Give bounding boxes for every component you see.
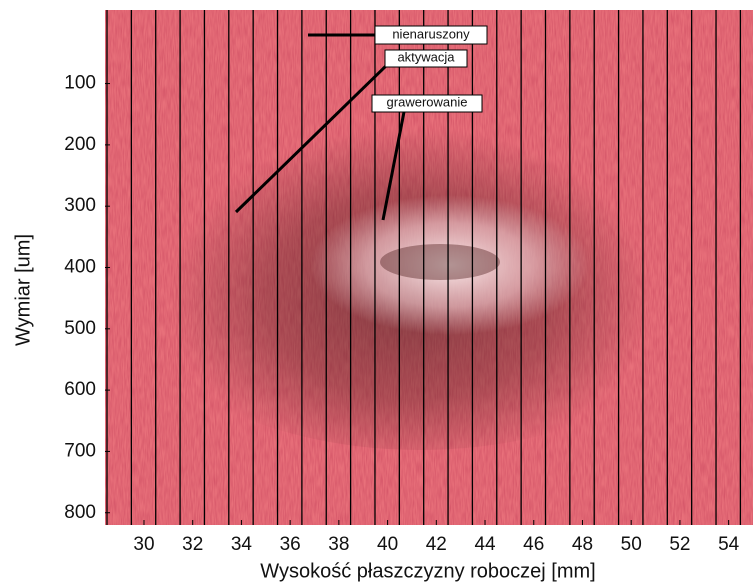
y-axis-label: Wymiar [um] xyxy=(12,234,34,346)
y-tick-label: 400 xyxy=(64,257,96,278)
x-tick-label: 34 xyxy=(231,534,253,555)
annotation-lines xyxy=(234,33,406,221)
annotation-boxes xyxy=(371,25,488,113)
x-tick-label: 50 xyxy=(621,534,642,555)
x-tick-label: 36 xyxy=(280,534,301,555)
y-tick-label: 800 xyxy=(64,502,96,523)
x-tick-label: 48 xyxy=(572,534,593,555)
x-tick-label: 42 xyxy=(426,534,447,555)
y-tick-label: 500 xyxy=(64,318,96,339)
x-tick-label: 44 xyxy=(474,534,496,555)
annotation: nienaruszony xyxy=(392,26,470,41)
micrograph xyxy=(105,10,753,525)
y-tick-label: 100 xyxy=(64,73,96,94)
y-tick-label: 700 xyxy=(64,440,96,461)
x-tick-label: 52 xyxy=(669,534,690,555)
annotation: grawerowanie xyxy=(387,94,468,109)
x-tick-label: 32 xyxy=(182,534,203,555)
y-tick-label: 300 xyxy=(64,195,96,216)
x-tick-label: 40 xyxy=(377,534,398,555)
y-tick-label: 200 xyxy=(64,134,96,155)
x-axis-label: Wysokość płaszczyzny roboczej [mm] xyxy=(260,560,595,582)
x-tick-label: 30 xyxy=(133,534,154,555)
x-tick-label: 38 xyxy=(328,534,349,555)
x-tick-label: 46 xyxy=(523,534,544,555)
y-tick-label: 600 xyxy=(64,379,96,400)
annotation: aktywacja xyxy=(397,49,455,64)
x-tick-label: 54 xyxy=(718,534,740,555)
